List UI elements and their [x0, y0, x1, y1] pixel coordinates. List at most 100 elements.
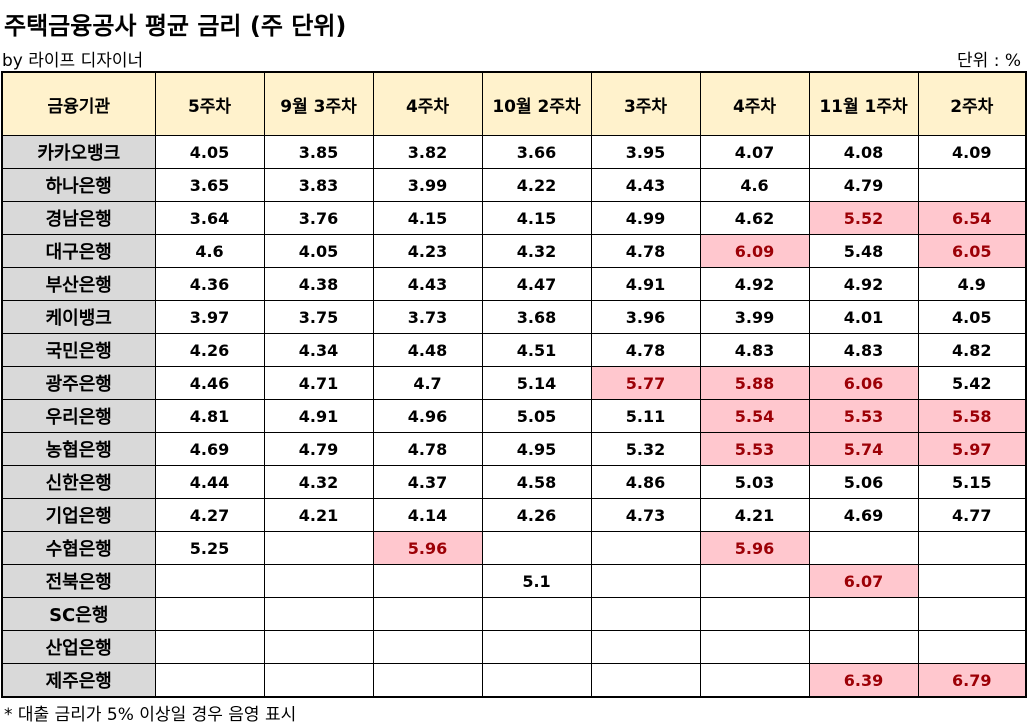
- rate-cell: 4.9: [917, 267, 1027, 301]
- institution-name: 부산은행: [1, 267, 156, 301]
- institution-name: 기업은행: [1, 498, 156, 532]
- institution-name: 농협은행: [1, 432, 156, 466]
- rate-cell: 5.06: [808, 465, 919, 499]
- rate-cell: 5.15: [917, 465, 1027, 499]
- rate-cell: 4.01: [808, 300, 919, 334]
- rate-cell: 4.95: [481, 432, 592, 466]
- rate-cell: 4.37: [372, 465, 483, 499]
- column-header: 4주차: [699, 71, 810, 136]
- institution-name: 전북은행: [1, 564, 156, 598]
- rate-cell: 4.58: [481, 465, 592, 499]
- rate-cell-highlighted: 5.77: [590, 366, 701, 400]
- rate-cell: [481, 531, 592, 565]
- rate-cell: [917, 630, 1027, 664]
- rate-cell: 4.83: [808, 333, 919, 367]
- rate-cell-highlighted: 5.58: [917, 399, 1027, 433]
- page-title: 주택금융공사 평균 금리 (주 단위): [4, 12, 347, 40]
- rate-cell: 4.15: [372, 201, 483, 235]
- rate-cell: 4.15: [481, 201, 592, 235]
- rate-cell: 4.27: [154, 498, 265, 532]
- rate-cell: 5.48: [808, 234, 919, 268]
- rate-cell: [699, 564, 810, 598]
- rate-cell: [372, 630, 483, 664]
- rate-cell: 4.78: [590, 234, 701, 268]
- table-row: 하나은행 3.65 3.83 3.99 4.22 4.43 4.6 4.79: [1, 168, 1027, 202]
- rate-cell: 3.73: [372, 300, 483, 334]
- rate-cell: 4.69: [154, 432, 265, 466]
- rate-cell: [699, 597, 810, 631]
- rate-cell: [590, 564, 701, 598]
- rate-cell: 5.11: [590, 399, 701, 433]
- footnote: * 대출 금리가 5% 이상일 경우 음영 표시: [4, 705, 297, 725]
- rate-cell-highlighted: 6.39: [808, 663, 919, 698]
- rate-cell: 3.66: [481, 135, 592, 169]
- institution-name: 산업은행: [1, 630, 156, 664]
- rate-cell: [590, 630, 701, 664]
- table-row: 케이뱅크 3.97 3.75 3.73 3.68 3.96 3.99 4.01 4.05: [1, 300, 1027, 334]
- rate-cell: 4.73: [590, 498, 701, 532]
- rate-cell: [699, 663, 810, 698]
- table-row: 신한은행 4.44 4.32 4.37 4.58 4.86 5.03 5.06 5.15: [1, 465, 1027, 499]
- rate-cell: 5.32: [590, 432, 701, 466]
- rate-cell: 4.21: [699, 498, 810, 532]
- column-header: 10월 2주차: [481, 71, 592, 136]
- rate-cell: 4.81: [154, 399, 265, 433]
- table-row: 대구은행 4.6 4.05 4.23 4.32 4.78 6.09 5.48 6.05: [1, 234, 1027, 268]
- rate-cell: [263, 564, 374, 598]
- rate-cell: 4.08: [808, 135, 919, 169]
- rate-cell: 4.44: [154, 465, 265, 499]
- rate-cell: 5.1: [481, 564, 592, 598]
- rate-cell: 4.43: [372, 267, 483, 301]
- rate-cell-highlighted: 5.53: [808, 399, 919, 433]
- rate-cell: [481, 597, 592, 631]
- rate-cell: 4.92: [699, 267, 810, 301]
- table-row: 농협은행 4.69 4.79 4.78 4.95 5.32 5.53 5.74 5.97: [1, 432, 1027, 466]
- rate-cell: 4.34: [263, 333, 374, 367]
- institution-name: 수협은행: [1, 531, 156, 565]
- table-row: 광주은행 4.46 4.71 4.7 5.14 5.77 5.88 6.06 5.42: [1, 366, 1027, 400]
- rate-cell-highlighted: 6.09: [699, 234, 810, 268]
- rate-cell: 4.36: [154, 267, 265, 301]
- table-row: 전북은행 5.1 6.07: [1, 564, 1027, 598]
- rate-cell: 4.48: [372, 333, 483, 367]
- institution-name: 우리은행: [1, 399, 156, 433]
- unit-label: 단위 : %: [957, 51, 1021, 71]
- rate-cell: 5.14: [481, 366, 592, 400]
- rate-cell: [263, 630, 374, 664]
- byline: by 라이프 디자이너: [2, 51, 144, 71]
- table-row: 부산은행 4.36 4.38 4.43 4.47 4.91 4.92 4.92 4.9: [1, 267, 1027, 301]
- rate-cell: 3.76: [263, 201, 374, 235]
- rate-cell: [263, 531, 374, 565]
- rate-cell: 4.32: [481, 234, 592, 268]
- rate-cell: 4.09: [917, 135, 1027, 169]
- rate-cell: 4.71: [263, 366, 374, 400]
- rate-cell: 4.26: [154, 333, 265, 367]
- rate-cell: 4.86: [590, 465, 701, 499]
- rate-cell: [590, 663, 701, 698]
- rate-cell: 4.91: [263, 399, 374, 433]
- column-header-institution: 금융기관: [1, 71, 156, 136]
- institution-name: SC은행: [1, 597, 156, 631]
- rate-cell: 5.42: [917, 366, 1027, 400]
- rate-cell: [590, 597, 701, 631]
- rate-cell: [154, 663, 265, 698]
- rate-cell: [808, 597, 919, 631]
- rate-cell: [263, 597, 374, 631]
- rate-cell: 4.69: [808, 498, 919, 532]
- rate-cell: 4.07: [699, 135, 810, 169]
- rate-cell: [481, 630, 592, 664]
- rate-cell: 4.51: [481, 333, 592, 367]
- rate-cell-highlighted: 5.74: [808, 432, 919, 466]
- rate-cell: 4.47: [481, 267, 592, 301]
- rate-cell: 4.32: [263, 465, 374, 499]
- rate-cell: 4.62: [699, 201, 810, 235]
- rate-cell-highlighted: 5.96: [699, 531, 810, 565]
- rate-cell-highlighted: 6.06: [808, 366, 919, 400]
- rate-cell: 3.99: [372, 168, 483, 202]
- table-row: 우리은행 4.81 4.91 4.96 5.05 5.11 5.54 5.53 5.58: [1, 399, 1027, 433]
- column-header: 11월 1주차: [808, 71, 919, 136]
- rate-cell: 3.64: [154, 201, 265, 235]
- column-header: 3주차: [590, 71, 701, 136]
- rate-cell: 4.79: [808, 168, 919, 202]
- rate-cell: 4.79: [263, 432, 374, 466]
